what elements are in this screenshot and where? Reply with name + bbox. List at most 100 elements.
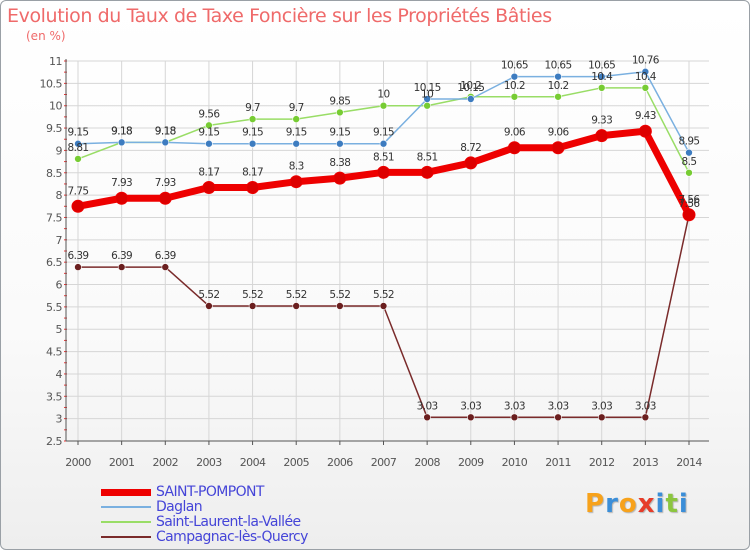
data-label-campagnac-les-quercy: 6.39 (111, 250, 132, 262)
data-label-daglan: 10.65 (501, 60, 528, 72)
data-point-daglan (161, 138, 170, 147)
data-label-campagnac-les-quercy: 3.03 (460, 400, 481, 412)
data-label-saint-laurent-la-vallee: 9.7 (289, 102, 304, 114)
data-point-saint-pompont (420, 165, 434, 179)
x-tick-label: 2010 (502, 456, 528, 469)
data-label-daglan: 9.15 (242, 127, 263, 139)
series-lines (71, 67, 696, 422)
data-label-saint-pompont: 7.75 (68, 185, 89, 197)
data-point-saint-laurent-la-vallee (336, 108, 344, 117)
data-point-saint-pompont (289, 175, 303, 189)
data-point-campagnac-les-quercy (466, 413, 475, 422)
data-label-campagnac-les-quercy: 5.52 (373, 289, 394, 301)
data-point-campagnac-les-quercy (641, 413, 650, 422)
data-point-daglan (423, 95, 431, 103)
y-tick-label: 9.5 (46, 122, 62, 135)
x-tick-label: 2003 (196, 456, 222, 469)
x-tick-label: 2012 (589, 456, 615, 469)
data-point-campagnac-les-quercy (161, 263, 170, 271)
data-label-saint-laurent-la-vallee: 9.7 (245, 102, 260, 114)
data-point-saint-laurent-la-vallee (248, 115, 257, 123)
data-point-daglan (248, 139, 257, 148)
data-label-saint-pompont: 8.72 (460, 142, 481, 154)
data-point-saint-pompont (202, 181, 216, 195)
data-point-daglan (292, 139, 301, 148)
data-point-campagnac-les-quercy (379, 302, 388, 310)
data-point-saint-laurent-la-vallee (641, 84, 650, 92)
data-point-saint-pompont (333, 171, 347, 185)
y-tick-label: 11 (49, 55, 62, 68)
y-tick-label: 9 (56, 144, 63, 157)
data-point-campagnac-les-quercy (597, 413, 606, 422)
data-labels: 6.39 6.39 6.39 5.52 5.52 5.52 5.52 5.52 3.03 3.03… (68, 55, 701, 413)
axes: 2.5 3 3.5 4 4.5 5 5.5 6 6.5 7 7.5 8 8.5 9 9.5 10 10.5 11 2… (40, 55, 709, 469)
x-tick-label: 2008 (414, 456, 440, 469)
x-tick-label: 2005 (283, 456, 309, 469)
data-point-saint-pompont (595, 129, 609, 143)
legend-label-saint-laurent: Saint-Laurent-la-Vallée (156, 514, 301, 530)
data-label-campagnac-les-quercy: 5.52 (198, 289, 219, 301)
y-tick-label: 8 (56, 189, 63, 202)
data-label-daglan: 9.15 (68, 127, 89, 139)
data-label-saint-pompont: 8.51 (417, 151, 438, 163)
y-unit-label: (en %) (26, 29, 66, 43)
data-label-daglan: 9.18 (111, 125, 132, 137)
data-label-daglan: 10.65 (545, 60, 572, 72)
y-tick-label: 10.5 (40, 77, 63, 90)
data-point-campagnac-les-quercy (117, 263, 126, 271)
data-label-saint-pompont: 9.43 (635, 110, 656, 122)
data-point-campagnac-les-quercy (74, 263, 82, 271)
data-label-saint-laurent-la-vallee: 8.81 (68, 142, 89, 154)
y-tick-label: 5.5 (46, 301, 62, 314)
data-label-saint-pompont: 9.06 (504, 127, 526, 139)
data-point-saint-laurent-la-vallee (379, 101, 388, 110)
data-label-daglan: 10.15 (414, 82, 441, 94)
data-label-saint-pompont: 8.3 (289, 161, 304, 173)
data-label-daglan: 9.15 (373, 127, 394, 139)
data-label-saint-laurent-la-vallee: 9.18 (155, 125, 176, 137)
data-point-daglan (74, 139, 82, 148)
x-tick-label: 2009 (458, 456, 484, 469)
data-point-campagnac-les-quercy (423, 413, 431, 422)
data-label-saint-pompont: 7.93 (155, 177, 176, 189)
data-point-daglan (336, 139, 344, 148)
y-tick-label: 8.5 (46, 167, 62, 180)
data-point-saint-pompont (158, 191, 172, 205)
data-point-saint-pompont (115, 191, 129, 205)
legend: SAINT-POMPONT Daglan Saint-Laurent-la-Va… (101, 484, 421, 545)
y-tick-label: 4.5 (46, 346, 62, 359)
data-label-saint-pompont: 7.56 (679, 194, 701, 206)
y-tick-label: 4 (56, 368, 63, 381)
data-label-saint-pompont: 8.51 (373, 151, 394, 163)
data-label-saint-laurent-la-vallee: 10.2 (548, 80, 569, 92)
data-label-campagnac-les-quercy: 3.03 (504, 400, 525, 412)
legend-item-saint-pompont: SAINT-POMPONT (101, 484, 421, 500)
data-point-saint-pompont (638, 124, 652, 138)
data-label-saint-laurent-la-vallee: 10.4 (591, 71, 613, 83)
data-point-campagnac-les-quercy (510, 413, 519, 422)
data-point-saint-laurent-la-vallee (74, 155, 82, 163)
data-label-daglan: 9.15 (286, 127, 307, 139)
legend-label-campagnac: Campagnac-lès-Quercy (156, 529, 308, 545)
y-tick-label: 7 (56, 234, 63, 247)
data-label-daglan: 8.95 (679, 136, 700, 148)
legend-item-campagnac: Campagnac-lès-Quercy (101, 529, 421, 545)
y-tick-label: 2.5 (46, 435, 62, 448)
data-point-daglan (466, 95, 475, 103)
data-point-saint-pompont (246, 181, 260, 195)
data-label-saint-laurent-la-vallee: 9.18 (111, 125, 132, 137)
legend-item-daglan: Daglan (101, 499, 421, 515)
data-label-campagnac-les-quercy: 5.52 (286, 289, 307, 301)
data-point-saint-laurent-la-vallee (423, 101, 431, 110)
data-point-campagnac-les-quercy (292, 302, 301, 310)
data-point-saint-pompont (682, 208, 696, 222)
data-label-saint-pompont: 9.33 (591, 115, 612, 127)
data-label-daglan: 10.15 (457, 82, 484, 94)
data-point-saint-pompont (551, 141, 565, 155)
data-point-daglan (379, 139, 388, 148)
legend-swatch-saint-pompont (101, 488, 151, 496)
data-label-saint-laurent-la-vallee: 9.56 (198, 108, 220, 120)
x-tick-label: 2014 (676, 456, 702, 469)
x-tick-label: 2013 (633, 456, 659, 469)
data-label-campagnac-les-quercy: 5.52 (329, 289, 350, 301)
